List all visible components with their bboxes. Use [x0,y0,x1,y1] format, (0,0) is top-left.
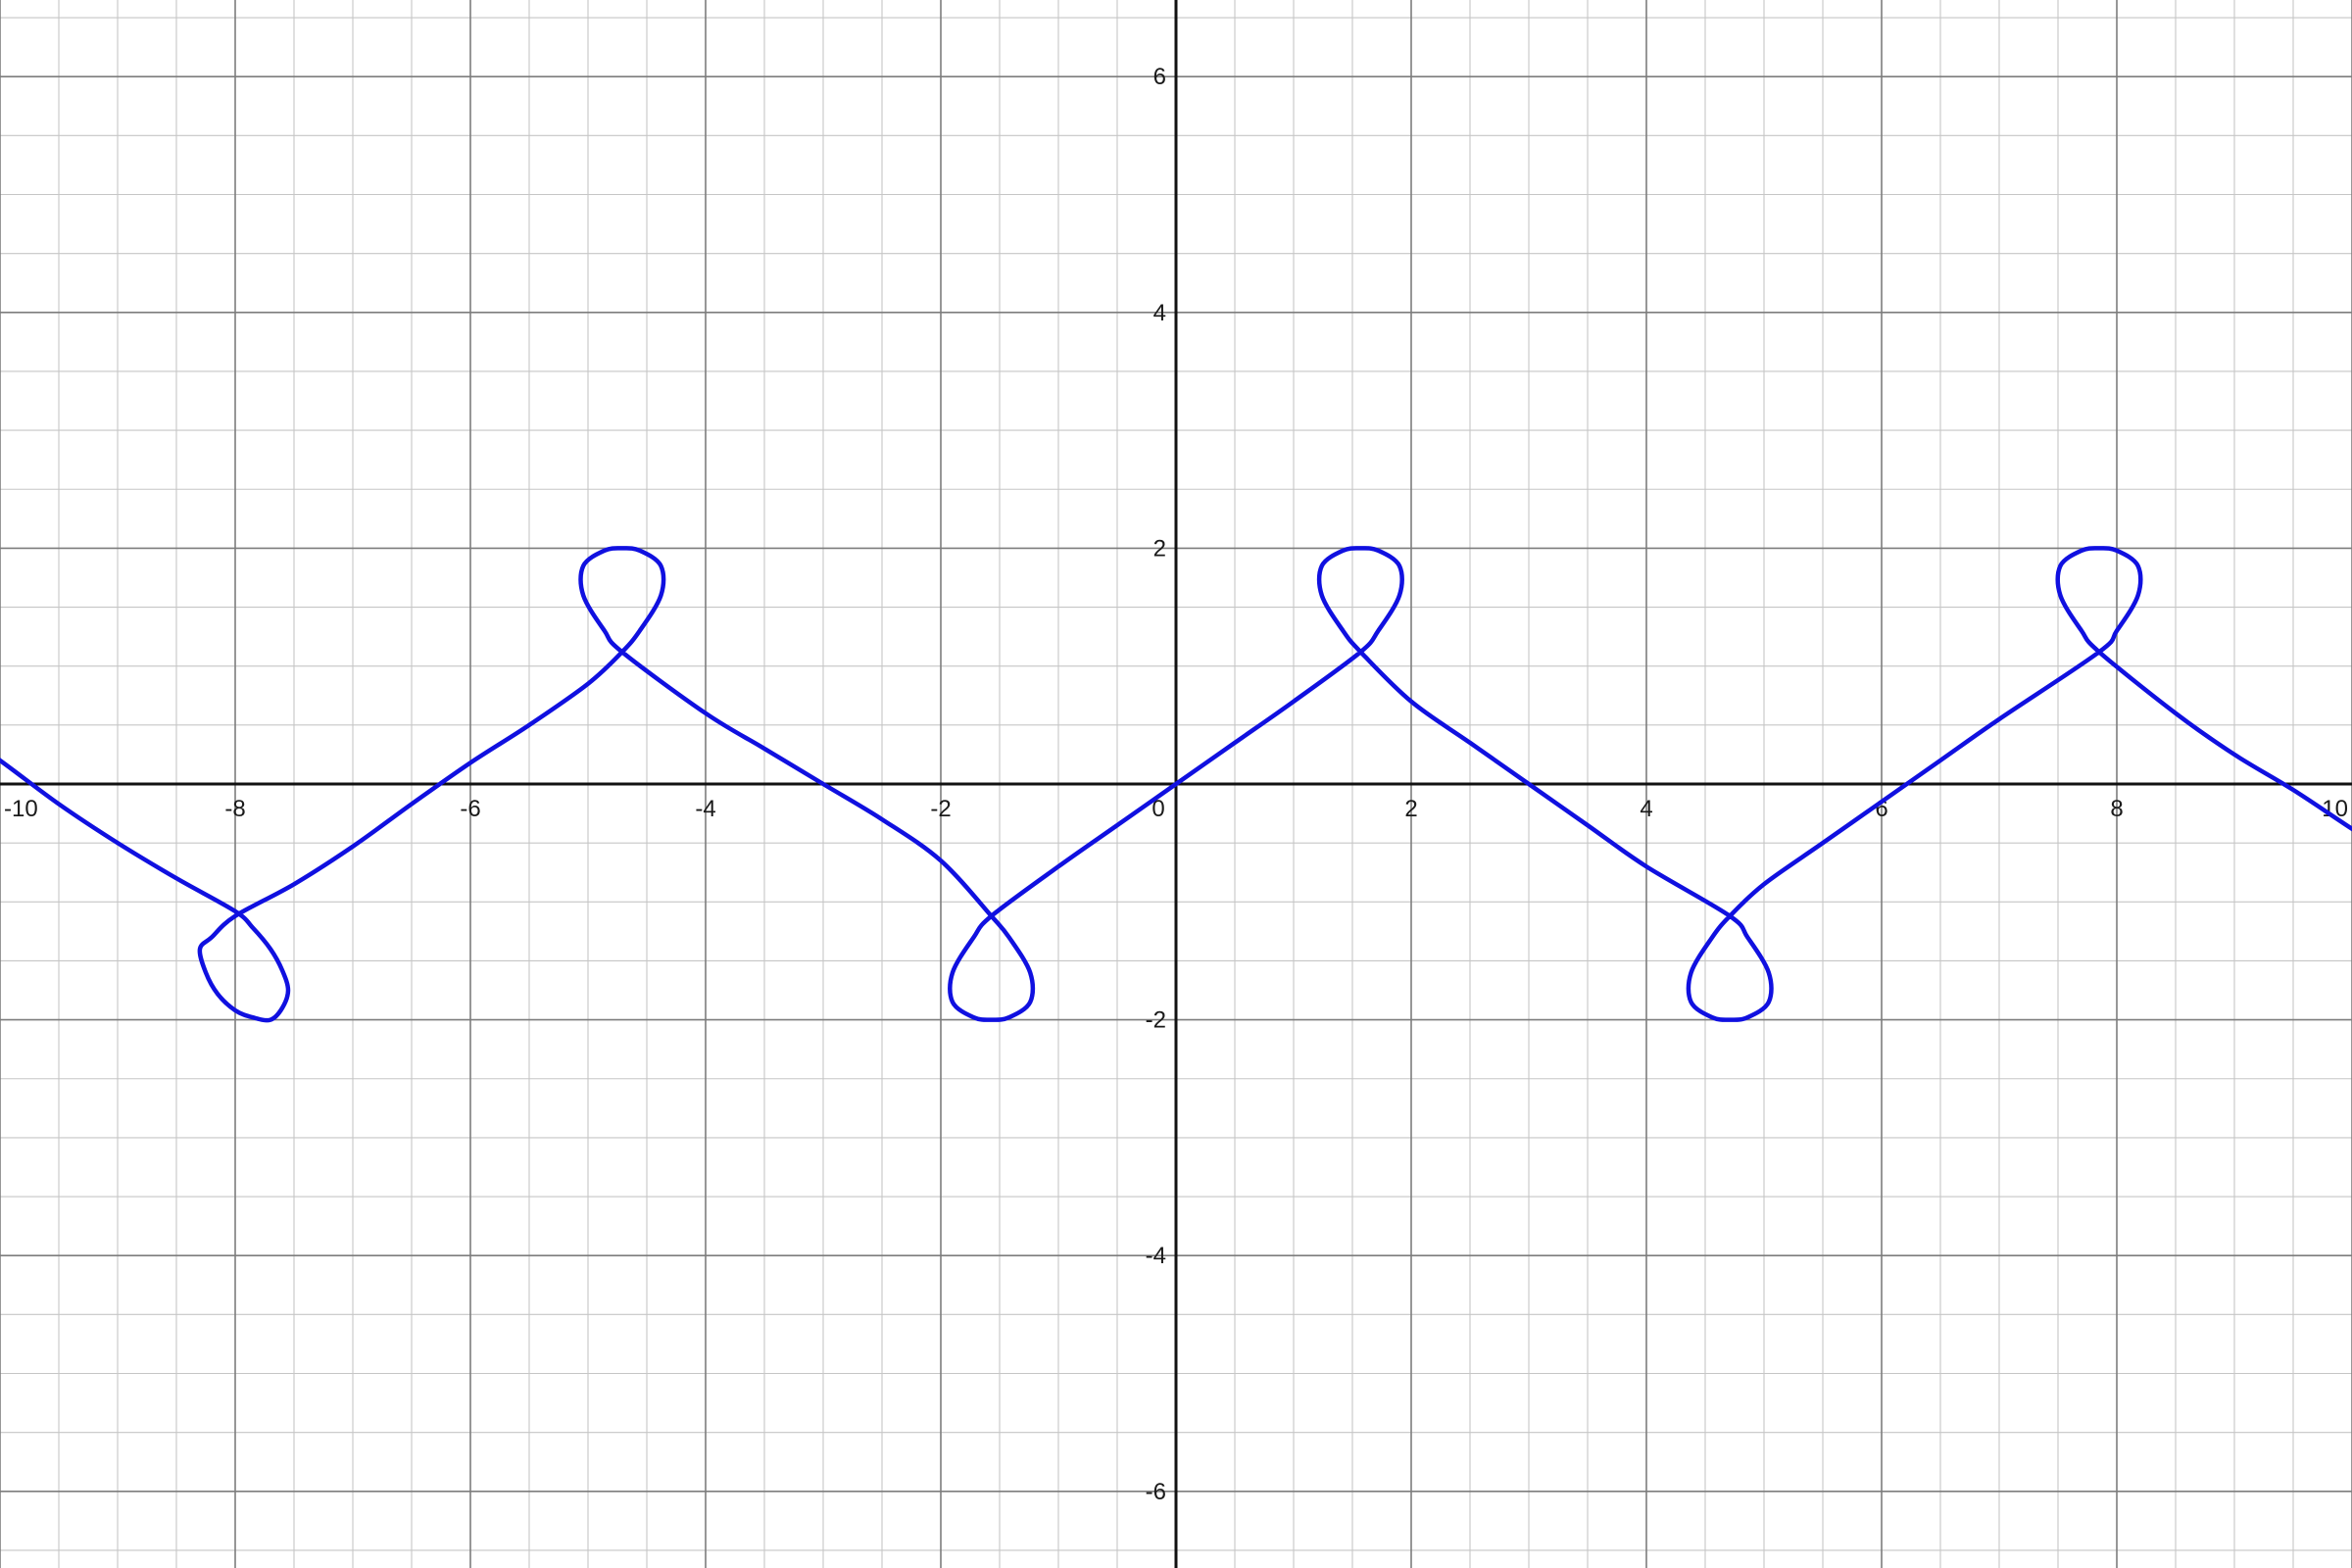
y-tick-label: 4 [1153,300,1166,326]
y-tick-label: 6 [1153,64,1166,90]
x-tick-label: 0 [1152,796,1164,822]
y-tick-label: -2 [1146,1007,1166,1034]
y-tick-labels: 6 4 2 -2 -4 -6 [1146,64,1166,1505]
x-tick-label: 4 [1640,796,1652,822]
x-tick-labels: -10 -8 -6 -4 -2 0 2 4 6 8 10 [4,796,2348,822]
series-line [0,546,2352,1023]
y-tick-label: -4 [1146,1243,1166,1269]
x-tick-label: 2 [1404,796,1417,822]
x-tick-label: -8 [224,796,245,822]
x-tick-label: -2 [930,796,951,822]
y-tick-label: 2 [1153,535,1166,562]
x-tick-label: 8 [2110,796,2123,822]
curve-layer [0,546,2352,1023]
y-tick-label: -6 [1146,1479,1166,1505]
x-tick-label: -4 [695,796,715,822]
x-tick-label: -6 [460,796,480,822]
x-tick-label: -10 [4,796,38,822]
